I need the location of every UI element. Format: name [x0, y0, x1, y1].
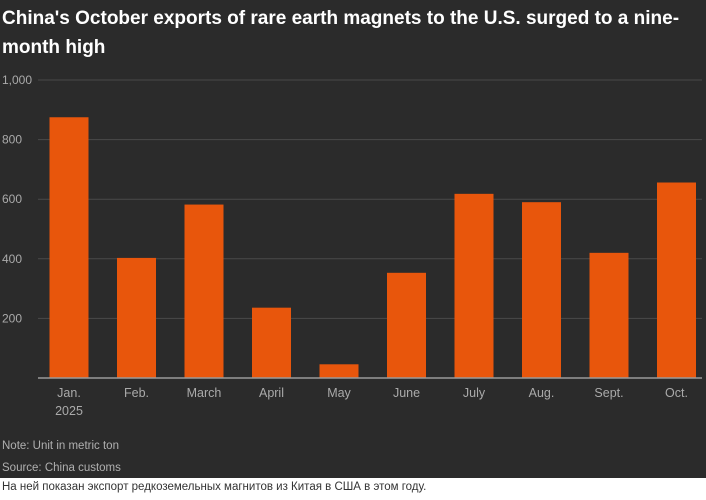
x-tick-label: Sept. [594, 386, 623, 400]
x-tick-label: March [187, 386, 222, 400]
x-tick-label: Jan. [57, 386, 81, 400]
x-tick-label: July [463, 386, 486, 400]
bar-chart: 200 400 600 800 1,000 Jan. 2025 Feb. March April M… [2, 73, 702, 418]
y-tick-label: 200 [2, 311, 22, 325]
x-tick-label: Feb. [124, 386, 149, 400]
chart-title: China's October exports of rare earth ma… [2, 8, 680, 58]
bar [387, 272, 426, 378]
y-tick-label: 400 [2, 252, 22, 266]
caption: На ней показан экспорт редкоземельных ма… [2, 481, 427, 493]
unit-note: Note: Unit in metric ton [2, 440, 119, 452]
y-tick-label: 600 [2, 192, 22, 206]
bar [657, 182, 696, 378]
bar [589, 252, 629, 378]
y-tick-label: 1,000 [2, 73, 32, 87]
x-tick-label: 2025 [55, 404, 83, 418]
bar [184, 204, 224, 378]
x-tick-label: April [259, 386, 284, 400]
bar [252, 307, 291, 378]
chart-card: China's October exports of rare earth ma… [0, 0, 706, 478]
x-tick-label: Aug. [529, 386, 555, 400]
bar [319, 364, 359, 378]
bar [49, 117, 89, 378]
x-tick-label: June [393, 386, 420, 400]
x-tick-label: May [327, 386, 351, 400]
source-note: Source: China customs [2, 462, 121, 474]
x-tick-label: Oct. [665, 386, 688, 400]
bar [454, 193, 494, 378]
bar [522, 202, 561, 378]
y-tick-label: 800 [2, 133, 22, 147]
bar [117, 257, 156, 378]
